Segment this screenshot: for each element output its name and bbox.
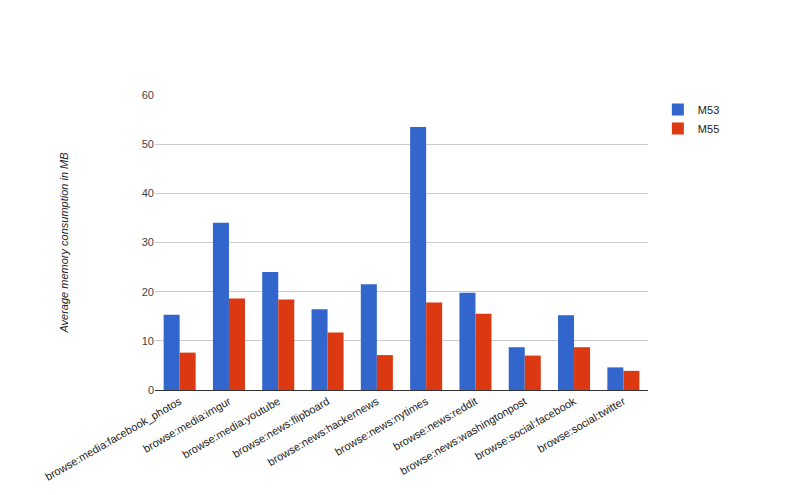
svg-text:browse:media:facebook_photos: browse:media:facebook_photos xyxy=(43,395,184,483)
svg-text:30: 30 xyxy=(142,236,154,248)
svg-text:browse:news:hackernews: browse:news:hackernews xyxy=(266,395,382,469)
svg-text:40: 40 xyxy=(142,187,154,199)
svg-text:Average memory consumption in: Average memory consumption in MB xyxy=(58,152,70,333)
svg-text:M55: M55 xyxy=(698,123,719,135)
svg-text:browse:social:facebook: browse:social:facebook xyxy=(473,395,578,463)
svg-text:browse:media:imgur: browse:media:imgur xyxy=(141,395,233,455)
svg-text:10: 10 xyxy=(142,335,154,347)
svg-text:browse:media:youtube: browse:media:youtube xyxy=(180,395,282,461)
svg-text:browse:social:twitter: browse:social:twitter xyxy=(535,395,627,455)
svg-text:browse:news:nytimes: browse:news:nytimes xyxy=(333,395,430,458)
svg-text:50: 50 xyxy=(142,138,154,150)
svg-text:browse:news:washingtonpost: browse:news:washingtonpost xyxy=(398,395,528,477)
svg-text:20: 20 xyxy=(142,286,154,298)
svg-text:browse:news:reddit: browse:news:reddit xyxy=(391,395,479,453)
svg-text:0: 0 xyxy=(148,384,154,396)
svg-text:60: 60 xyxy=(142,89,154,101)
svg-text:browse:news:flipboard: browse:news:flipboard xyxy=(231,395,332,460)
svg-text:M53: M53 xyxy=(698,104,719,116)
